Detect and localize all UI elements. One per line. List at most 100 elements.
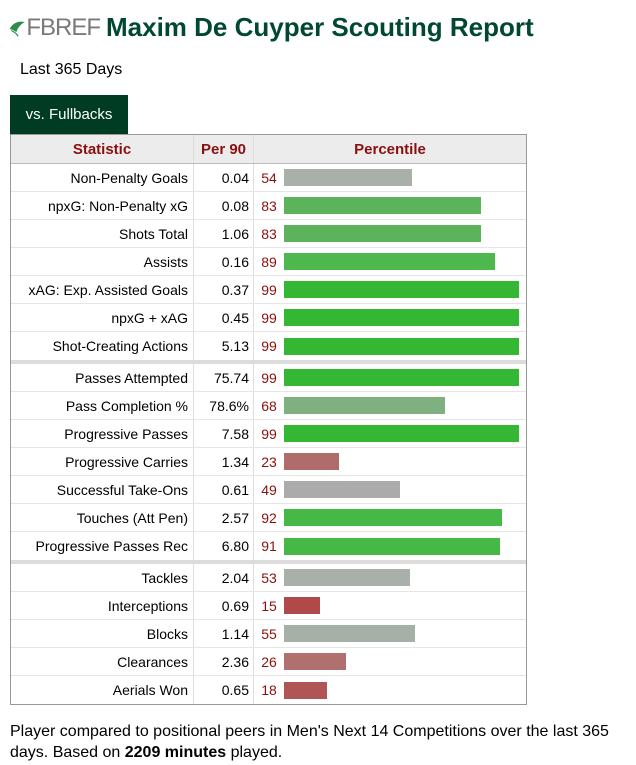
percentile-cell: 99 xyxy=(254,304,526,331)
percentile-number: 99 xyxy=(261,338,277,354)
per90-value: 0.65 xyxy=(194,676,254,704)
percentile-bar xyxy=(284,597,320,614)
stat-name: npxG + xAG xyxy=(11,304,194,331)
column-header-percentile[interactable]: Percentile xyxy=(354,140,426,158)
footer-text: Player compared to positional peers in M… xyxy=(10,723,609,761)
column-header-statistic[interactable]: Statistic xyxy=(11,135,194,163)
percentile-bar-track xyxy=(284,453,519,470)
percentile-bar-track xyxy=(284,625,519,642)
table-row: Progressive Carries 1.34 23 xyxy=(11,448,526,476)
percentile-bar xyxy=(284,653,346,670)
percentile-bar xyxy=(284,481,400,498)
fbref-leaf-icon xyxy=(9,21,25,37)
percentile-cell: 23 xyxy=(254,448,526,475)
percentile-number: 99 xyxy=(261,425,277,442)
percentile-bar xyxy=(284,169,412,186)
per90-value: 7.58 xyxy=(194,420,254,447)
percentile-bar xyxy=(284,397,445,414)
percentile-number: 91 xyxy=(261,538,277,554)
percentile-bar-track xyxy=(284,481,519,498)
percentile-bar xyxy=(284,537,500,555)
stat-name: Interceptions xyxy=(11,592,194,619)
table-body: Non-Penalty Goals 0.04 54 npxG: Non-Penalty… xyxy=(11,164,526,704)
percentile-cell: 53 xyxy=(254,564,526,591)
percentile-number: 55 xyxy=(261,625,277,642)
percentile-number: 23 xyxy=(261,453,277,470)
percentile-number: 53 xyxy=(261,569,277,586)
header: FBREF Maxim De Cuyper Scouting Report xyxy=(8,12,534,43)
stat-name: Shots Total xyxy=(11,220,194,247)
percentile-cell: 99 xyxy=(254,364,526,391)
percentile-bar-track xyxy=(284,309,519,326)
column-header-per90[interactable]: Per 90 xyxy=(194,135,254,163)
percentile-bar xyxy=(284,625,415,642)
per90-value: 6.80 xyxy=(194,532,254,560)
percentile-cell: 54 xyxy=(254,164,526,191)
percentile-cell: 99 xyxy=(254,420,526,447)
table-row: Aerials Won 0.65 18 xyxy=(11,676,526,704)
stat-name: Touches (Att Pen) xyxy=(11,504,194,531)
per90-value: 0.08 xyxy=(194,192,254,219)
percentile-bar xyxy=(284,681,327,699)
percentile-bar xyxy=(284,225,481,242)
percentile-cell: 83 xyxy=(254,220,526,247)
percentile-bar-track xyxy=(284,169,519,186)
table-row: Pass Completion % 78.6% 68 xyxy=(11,392,526,420)
percentile-number: 83 xyxy=(261,197,277,214)
percentile-number: 15 xyxy=(261,597,277,614)
stat-name: Pass Completion % xyxy=(11,392,194,419)
stat-name: Progressive Passes Rec xyxy=(11,532,194,560)
per90-value: 2.36 xyxy=(194,648,254,675)
stat-name: Clearances xyxy=(11,648,194,675)
percentile-number: 83 xyxy=(261,225,277,242)
stat-name: Tackles xyxy=(11,564,194,591)
percentile-number: 92 xyxy=(261,509,277,526)
group-separator xyxy=(11,360,526,364)
per90-value: 1.34 xyxy=(194,448,254,475)
percentile-cell: 99 xyxy=(254,332,526,360)
table-row: npxG + xAG 0.45 99 xyxy=(11,304,526,332)
percentile-number: 18 xyxy=(261,682,277,698)
percentile-bar-track xyxy=(284,569,519,586)
per90-value: 0.61 xyxy=(194,476,254,503)
percentile-number: 26 xyxy=(261,653,277,670)
table-row: Touches (Att Pen) 2.57 92 xyxy=(11,504,526,532)
table-row: Clearances 2.36 26 xyxy=(11,648,526,676)
percentile-bar xyxy=(284,309,519,326)
percentile-cell: 26 xyxy=(254,648,526,675)
stat-name: xAG: Exp. Assisted Goals xyxy=(11,276,194,303)
table-row: npxG: Non-Penalty xG 0.08 83 xyxy=(11,192,526,220)
fbref-logo[interactable]: FBREF xyxy=(8,14,101,42)
percentile-number: 99 xyxy=(261,369,277,386)
stat-name: Successful Take-Ons xyxy=(11,476,194,503)
table-row: Non-Penalty Goals 0.04 54 xyxy=(11,164,526,192)
per90-value: 0.37 xyxy=(194,276,254,303)
percentile-cell: 49 xyxy=(254,476,526,503)
table-row: xAG: Exp. Assisted Goals 0.37 99 xyxy=(11,276,526,304)
percentile-bar-track xyxy=(284,537,519,555)
per90-value: 2.04 xyxy=(194,564,254,591)
percentile-bar-track xyxy=(284,197,519,214)
group-separator xyxy=(11,560,526,564)
percentile-bar-track xyxy=(284,253,519,270)
time-range-label: Last 365 Days xyxy=(20,61,123,78)
percentile-number: 68 xyxy=(261,397,277,414)
percentile-bar-track xyxy=(284,597,519,614)
percentile-number: 49 xyxy=(261,481,277,498)
footer-text-end: played. xyxy=(226,744,283,761)
table-row: Shots Total 1.06 83 xyxy=(11,220,526,248)
table-header: Statistic Per 90 Percentile xyxy=(11,135,526,164)
percentile-bar xyxy=(284,569,410,586)
per90-value: 1.14 xyxy=(194,620,254,647)
stat-name: npxG: Non-Penalty xG xyxy=(11,192,194,219)
per90-value: 78.6% xyxy=(194,392,254,419)
stat-name: Progressive Passes xyxy=(11,420,194,447)
percentile-bar xyxy=(284,281,519,298)
percentile-bar xyxy=(284,369,519,386)
stat-name: Assists xyxy=(11,248,194,275)
percentile-bar xyxy=(284,425,519,442)
tab-vs-fullbacks[interactable]: vs. Fullbacks xyxy=(10,95,128,134)
percentile-cell: 83 xyxy=(254,192,526,219)
percentile-number: 99 xyxy=(261,309,277,326)
percentile-cell: 68 xyxy=(254,392,526,419)
